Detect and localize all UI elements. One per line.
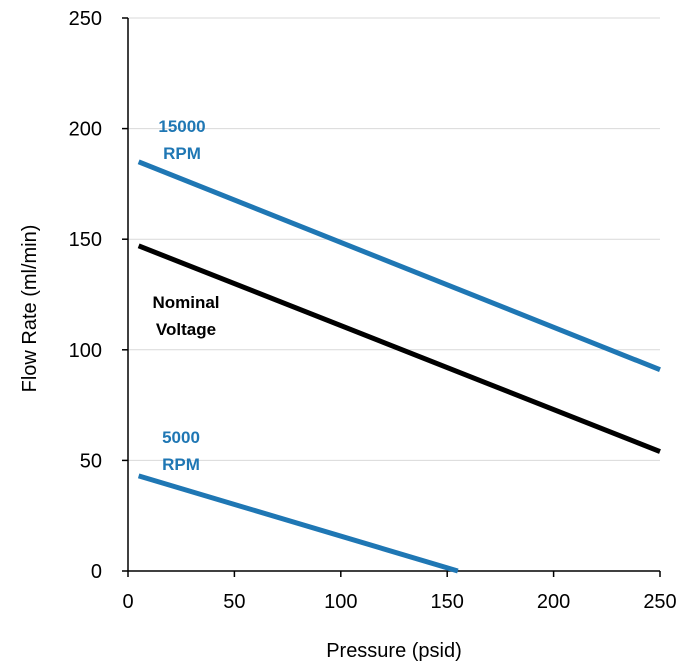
y-tick-label: 0 — [91, 561, 102, 583]
y-tick-label: 150 — [69, 229, 102, 251]
x-axis-title: Pressure (psid) — [326, 640, 462, 662]
series-label: Nominal Voltage — [152, 293, 219, 339]
series-label-line: 5000 — [162, 428, 200, 447]
series-label-line: RPM — [163, 144, 201, 163]
series-label-line: Nominal — [152, 293, 219, 312]
y-tick-label: 250 — [69, 8, 102, 30]
series-label-line: 15000 — [158, 117, 205, 136]
x-tick-label: 200 — [537, 591, 570, 613]
x-tick-label: 50 — [223, 591, 245, 613]
series-label-line: Voltage — [156, 320, 216, 339]
y-tick-label: 50 — [80, 450, 102, 472]
series-line — [137, 243, 661, 454]
tick-labels: 0 50 100 150 200 250 0 50 100 150 200 250 — [69, 8, 677, 613]
x-tick-label: 100 — [324, 591, 357, 613]
series-lines — [137, 159, 661, 574]
y-tick-label: 200 — [69, 119, 102, 141]
x-tick-label: 150 — [431, 591, 464, 613]
x-tick-label: 250 — [643, 591, 676, 613]
gridlines — [128, 17, 660, 461]
series-line — [137, 159, 661, 373]
series-line — [137, 473, 459, 574]
series-label: 5000 RPM — [162, 428, 200, 474]
x-tick-label: 0 — [122, 591, 133, 613]
series-label: 15000 RPM — [158, 117, 205, 163]
series-label-line: RPM — [162, 455, 200, 474]
y-axis-title: Flow Rate (ml/min) — [19, 225, 41, 393]
y-tick-label: 100 — [69, 340, 102, 362]
series-labels: 15000 RPM Nominal Voltage 5000 RPM — [152, 117, 219, 474]
axes — [122, 17, 661, 577]
